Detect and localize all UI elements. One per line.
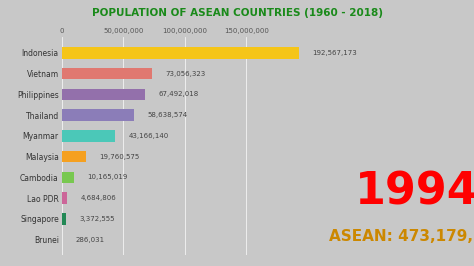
Text: 58,638,574: 58,638,574 [147, 112, 188, 118]
Text: 1994: 1994 [355, 170, 474, 213]
Text: 43,166,140: 43,166,140 [128, 133, 169, 139]
Text: 3,372,555: 3,372,555 [79, 216, 115, 222]
Text: 10,165,019: 10,165,019 [88, 174, 128, 180]
Text: POPULATION OF ASEAN COUNTRIES (1960 - 2018): POPULATION OF ASEAN COUNTRIES (1960 - 20… [91, 8, 383, 18]
Bar [62, 47, 299, 59]
Bar [62, 213, 66, 225]
Bar [62, 109, 134, 121]
Bar [62, 89, 145, 100]
Text: 73,056,323: 73,056,323 [165, 71, 205, 77]
Bar [62, 151, 86, 162]
Text: 192,567,173: 192,567,173 [312, 50, 357, 56]
Text: 67,492,018: 67,492,018 [158, 92, 199, 97]
Bar [62, 68, 152, 79]
Bar [62, 130, 115, 142]
Text: ASEAN: 473,179,215: ASEAN: 473,179,215 [329, 229, 474, 244]
Text: 286,031: 286,031 [75, 237, 105, 243]
Text: 4,684,806: 4,684,806 [81, 195, 117, 201]
Bar [62, 193, 67, 204]
Text: 19,760,575: 19,760,575 [100, 154, 140, 160]
Bar [62, 172, 74, 183]
